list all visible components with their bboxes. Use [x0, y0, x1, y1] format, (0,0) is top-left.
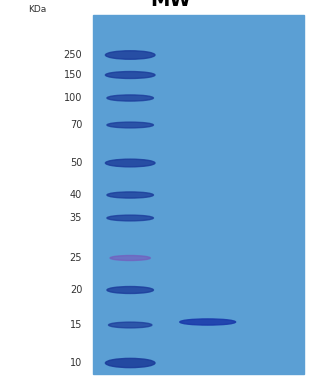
Ellipse shape	[110, 256, 150, 261]
Text: 15: 15	[70, 320, 82, 330]
Text: 35: 35	[70, 213, 82, 223]
Ellipse shape	[105, 358, 155, 367]
Text: 10: 10	[70, 358, 82, 368]
Text: 150: 150	[64, 70, 82, 80]
Ellipse shape	[107, 215, 153, 221]
Text: 100: 100	[64, 93, 82, 103]
Text: KDa: KDa	[28, 5, 46, 14]
Bar	[93, 15, 304, 374]
Text: 50: 50	[70, 158, 82, 168]
Text: 70: 70	[70, 120, 82, 130]
Text: 20: 20	[70, 285, 82, 295]
Ellipse shape	[105, 71, 155, 78]
Text: 250: 250	[64, 50, 82, 60]
Text: 40: 40	[70, 190, 82, 200]
Text: MW: MW	[150, 0, 191, 10]
Ellipse shape	[107, 122, 153, 128]
Ellipse shape	[107, 192, 153, 198]
Ellipse shape	[105, 51, 155, 59]
Ellipse shape	[105, 159, 155, 167]
Ellipse shape	[180, 319, 236, 325]
Ellipse shape	[107, 95, 153, 101]
Ellipse shape	[107, 286, 153, 293]
Text: 25: 25	[70, 253, 82, 263]
Ellipse shape	[108, 322, 152, 328]
